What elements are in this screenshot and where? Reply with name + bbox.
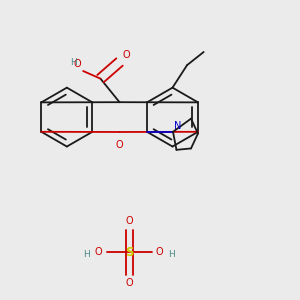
Text: H: H: [168, 250, 175, 260]
Text: O: O: [156, 247, 164, 257]
Text: O: O: [122, 50, 130, 60]
Text: O: O: [95, 247, 103, 257]
Text: N: N: [174, 121, 182, 131]
Text: O: O: [74, 59, 81, 69]
Text: H: H: [83, 250, 90, 260]
Text: O: O: [125, 278, 133, 288]
Text: H: H: [70, 58, 77, 67]
Text: O: O: [116, 140, 123, 150]
Text: S: S: [125, 246, 134, 259]
Text: O: O: [125, 216, 133, 226]
